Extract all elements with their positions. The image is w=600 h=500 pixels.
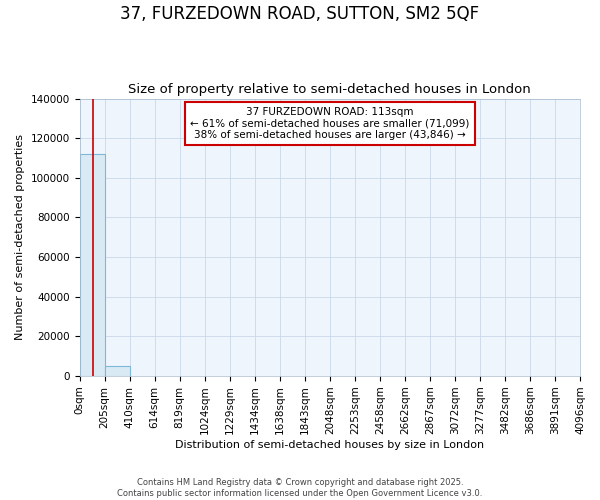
Text: 37 FURZEDOWN ROAD: 113sqm
← 61% of semi-detached houses are smaller (71,099)
38%: 37 FURZEDOWN ROAD: 113sqm ← 61% of semi-… (190, 107, 469, 140)
Bar (80, 154, 104, 376)
Text: Contains HM Land Registry data © Crown copyright and database right 2025.
Contai: Contains HM Land Registry data © Crown c… (118, 478, 482, 498)
Y-axis label: Number of semi-detached properties: Number of semi-detached properties (15, 134, 25, 340)
Text: 37, FURZEDOWN ROAD, SUTTON, SM2 5QF: 37, FURZEDOWN ROAD, SUTTON, SM2 5QF (121, 5, 479, 23)
Bar (104, 366, 130, 376)
Title: Size of property relative to semi-detached houses in London: Size of property relative to semi-detach… (128, 83, 531, 96)
X-axis label: Distribution of semi-detached houses by size in London: Distribution of semi-detached houses by … (175, 440, 484, 450)
